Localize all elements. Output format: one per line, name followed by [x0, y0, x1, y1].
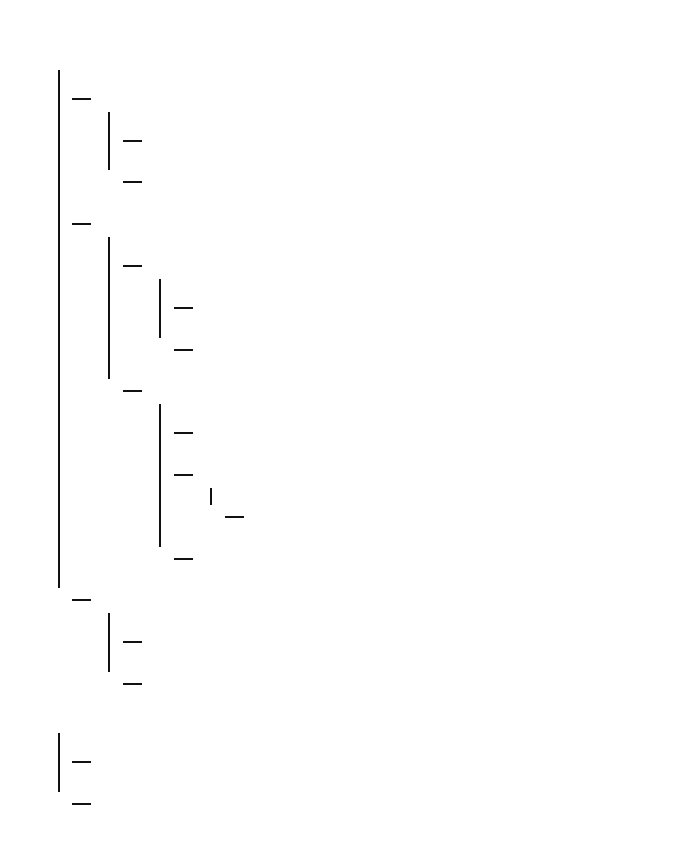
connector-line [72, 223, 91, 226]
connector-line [174, 474, 193, 476]
connector-line [123, 390, 142, 393]
tree-trunk-line [108, 613, 110, 672]
tree-trunk-line [108, 237, 110, 380]
tree-trunk-line [159, 404, 161, 547]
connector-line [174, 306, 193, 309]
tree-trunk-line [58, 733, 60, 792]
connector-line [174, 557, 193, 560]
tree-trunk-line [210, 488, 212, 505]
connector-line [72, 599, 91, 602]
connector-line [123, 641, 142, 644]
connector-line [72, 802, 91, 805]
connector-line [72, 97, 91, 100]
connector-line [123, 683, 142, 685]
connector-line [72, 760, 91, 763]
tree-trunk-line [108, 111, 110, 171]
connector-line [123, 139, 142, 142]
connector-line [225, 515, 244, 518]
connector-line [174, 432, 193, 435]
tree-trunk-line [159, 279, 161, 338]
connector-line [174, 348, 193, 351]
connector-line [123, 181, 142, 184]
connector-line [123, 265, 142, 267]
tree-trunk-line [58, 70, 60, 589]
